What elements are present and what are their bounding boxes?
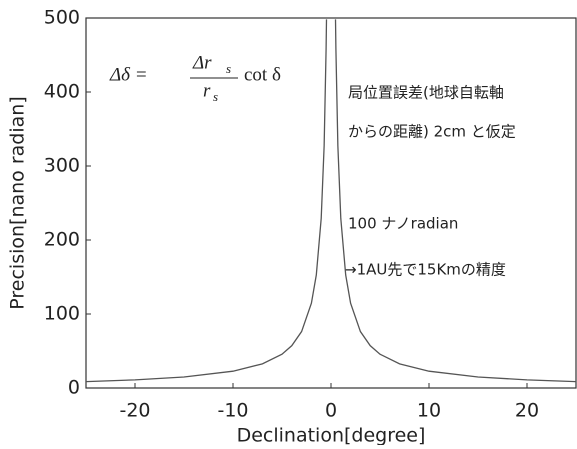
formula-denominator: r: [203, 80, 211, 101]
plot-frame: [85, 17, 577, 389]
y-tick-label: 200: [44, 229, 80, 251]
formula: Δδ = Δr s r s cot δ: [109, 52, 281, 104]
formula-rhs: cot δ: [244, 64, 281, 85]
annotation: 局位置誤差(地球自転軸: [348, 84, 504, 102]
annotation: 100 ナノradian: [348, 215, 458, 233]
y-axis-label: Precision[nano radian]: [7, 96, 29, 309]
annotation: →1AU先で15Kmの精度: [344, 261, 506, 279]
x-tick-label: 0: [325, 400, 337, 422]
annotation: からの距離) 2cm と仮定: [348, 123, 516, 141]
y-tick-label: 500: [44, 7, 80, 29]
y-tick-label: 300: [44, 155, 80, 177]
x-tick-label: 20: [515, 400, 539, 422]
x-tick-label: -20: [119, 400, 150, 422]
formula-numerator: Δr: [192, 52, 212, 73]
x-tick-label: 10: [417, 400, 441, 422]
y-tick-label: 0: [68, 377, 80, 399]
formula-denominator-sub: s: [213, 89, 218, 104]
y-tick-label: 400: [44, 81, 80, 103]
data-line: [85, 19, 577, 383]
y-tick-label: 100: [44, 303, 80, 325]
formula-numerator-sub: s: [226, 61, 231, 76]
x-axis-label: Declination[degree]: [237, 425, 426, 446]
formula-lhs: Δδ =: [109, 64, 148, 85]
x-tick-label: -10: [217, 400, 248, 422]
